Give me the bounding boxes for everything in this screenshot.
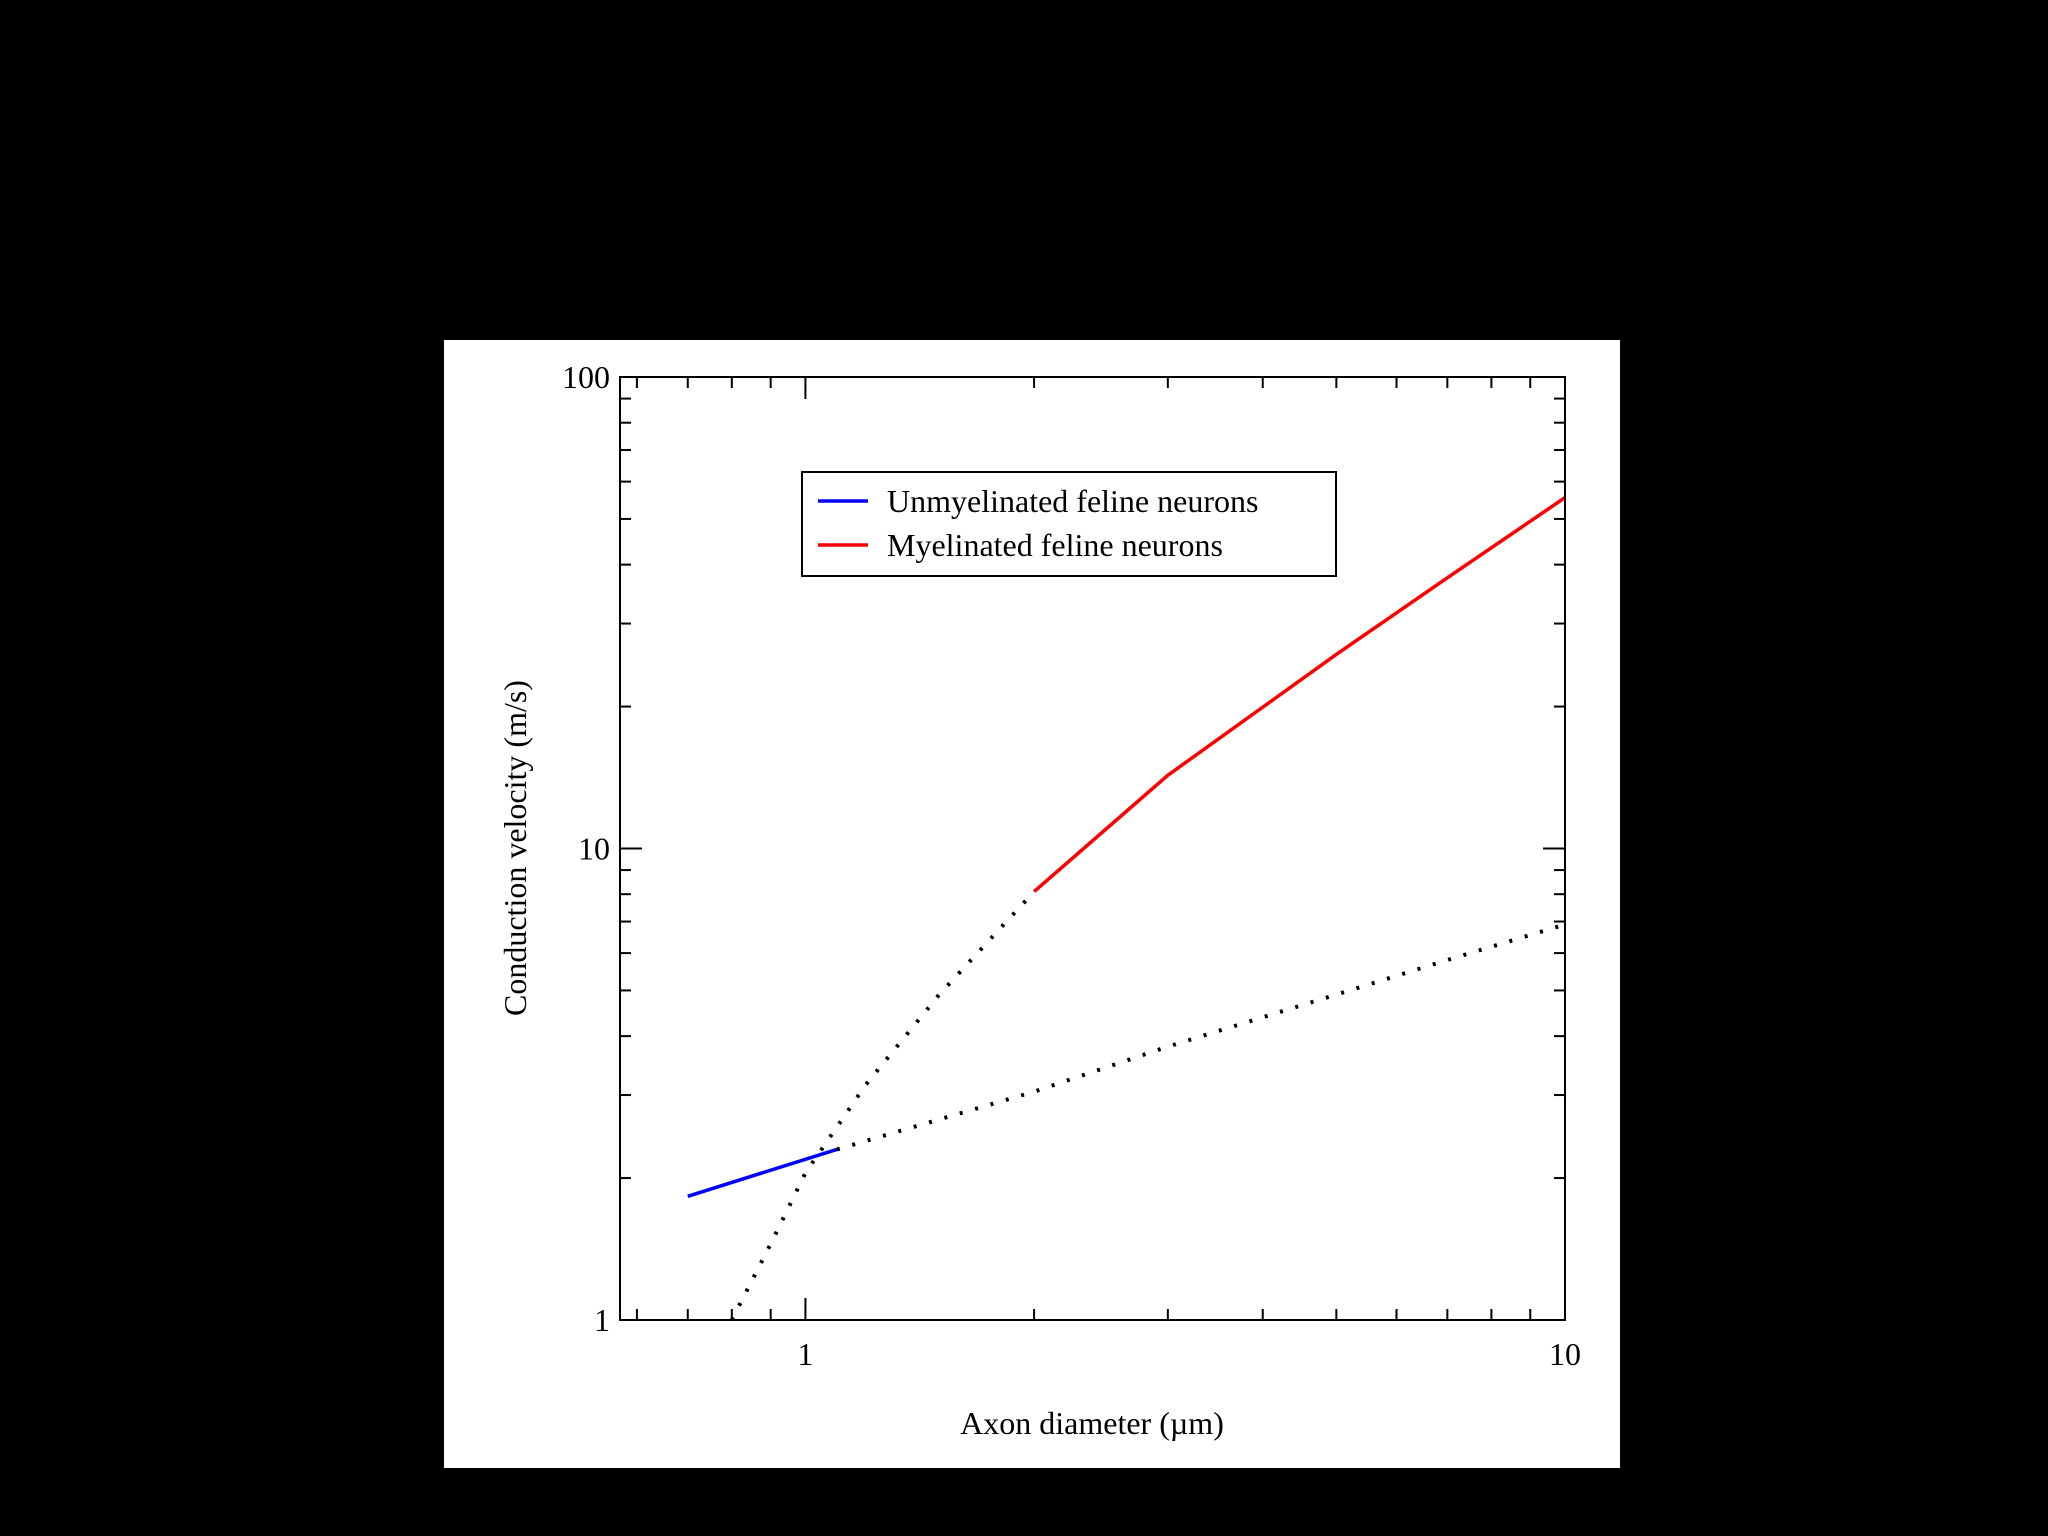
legend-box — [801, 471, 1337, 577]
data-series — [687, 496, 1566, 1321]
extrapolation-line-2 — [836, 922, 1566, 1152]
y-axis-label: Conduction velocity (m/s) — [497, 680, 533, 1016]
plot-frame — [619, 376, 1566, 1321]
y-tick-label: 10 — [578, 831, 610, 867]
axis-ticks — [620, 376, 1566, 1321]
tick-labels: 1 10 1 10 100 — [562, 359, 1581, 1372]
series-line-myelinated — [1032, 496, 1566, 893]
x-axis-label: Axon diameter (µm) — [960, 1405, 1224, 1441]
legend-label-unmyelinated: Unmyelinated feline neurons — [887, 483, 1258, 519]
legend-label-myelinated: Myelinated feline neurons — [887, 527, 1223, 563]
y-tick-label: 100 — [562, 359, 610, 395]
x-tick-label: 1 — [797, 1336, 813, 1372]
x-tick-label: 10 — [1549, 1336, 1581, 1372]
legend: Unmyelinated feline neurons Myelinated f… — [801, 471, 1337, 577]
series-line-unmyelinated — [687, 1147, 838, 1198]
y-tick-label: 1 — [594, 1302, 610, 1338]
